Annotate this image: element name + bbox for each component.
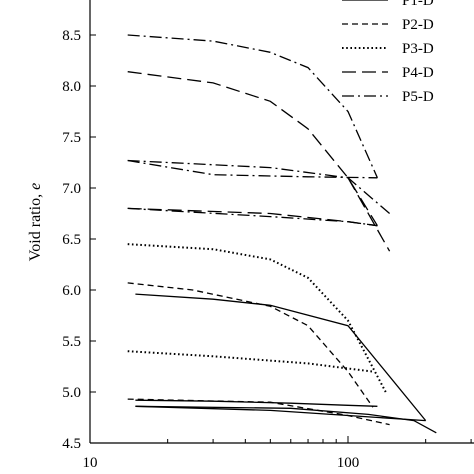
y-tick-label: 8.5 bbox=[62, 28, 81, 44]
legend-label: P2-D bbox=[402, 17, 434, 33]
y-tick-label: 5.5 bbox=[62, 334, 81, 350]
y-axis-label-main: Void ratio, bbox=[27, 190, 44, 261]
x-axis-ticks: 10 100 bbox=[83, 436, 472, 471]
series-p4-d bbox=[127, 71, 391, 252]
series-line bbox=[135, 405, 437, 434]
y-axis-label: Void ratio, e bbox=[27, 183, 44, 261]
series-p5-d bbox=[127, 34, 391, 227]
series-line bbox=[127, 159, 378, 179]
series-line bbox=[127, 34, 378, 179]
x-tick-label: 10 bbox=[83, 455, 98, 471]
y-tick-label: 6.5 bbox=[62, 232, 81, 248]
series-line bbox=[347, 177, 391, 252]
y-axis-label-symbol: e bbox=[27, 183, 44, 190]
plot-area: 4.5 5.0 5.5 6.0 6.5 7.0 7.5 8.0 8.5 10 100 P1-D P2… bbox=[62, 0, 474, 471]
y-tick-label: 4.5 bbox=[62, 436, 81, 452]
series-p2-d bbox=[127, 282, 390, 426]
series-unlabeled-5 bbox=[135, 293, 437, 434]
series-line bbox=[127, 207, 378, 227]
series-layer bbox=[127, 34, 437, 434]
legend-label: P4-D bbox=[402, 65, 434, 81]
series-line bbox=[127, 398, 390, 426]
series-line bbox=[135, 293, 427, 422]
y-tick-label: 8.0 bbox=[62, 79, 81, 95]
series-line bbox=[135, 405, 426, 422]
legend: P1-D P2-D P3-D P4-D P5-D bbox=[342, 0, 434, 105]
y-tick-label: 5.0 bbox=[62, 385, 81, 401]
y-tick-label: 6.0 bbox=[62, 283, 81, 299]
series-line bbox=[135, 399, 378, 407]
y-tick-label: 7.5 bbox=[62, 130, 81, 146]
y-axis-ticks: 4.5 5.0 5.5 6.0 6.5 7.0 7.5 8.0 8.5 bbox=[62, 28, 96, 452]
series-p1-d bbox=[135, 399, 378, 407]
legend-label: P3-D bbox=[402, 41, 434, 57]
legend-label: P5-D bbox=[402, 89, 434, 105]
series-line bbox=[127, 350, 374, 373]
x-tick-label: 100 bbox=[337, 455, 360, 471]
legend-label: P1-D bbox=[402, 0, 434, 9]
series-line bbox=[127, 207, 378, 227]
series-line bbox=[127, 282, 374, 408]
series-line bbox=[127, 159, 391, 214]
y-tick-label: 7.0 bbox=[62, 181, 81, 197]
series-line bbox=[127, 71, 378, 227]
